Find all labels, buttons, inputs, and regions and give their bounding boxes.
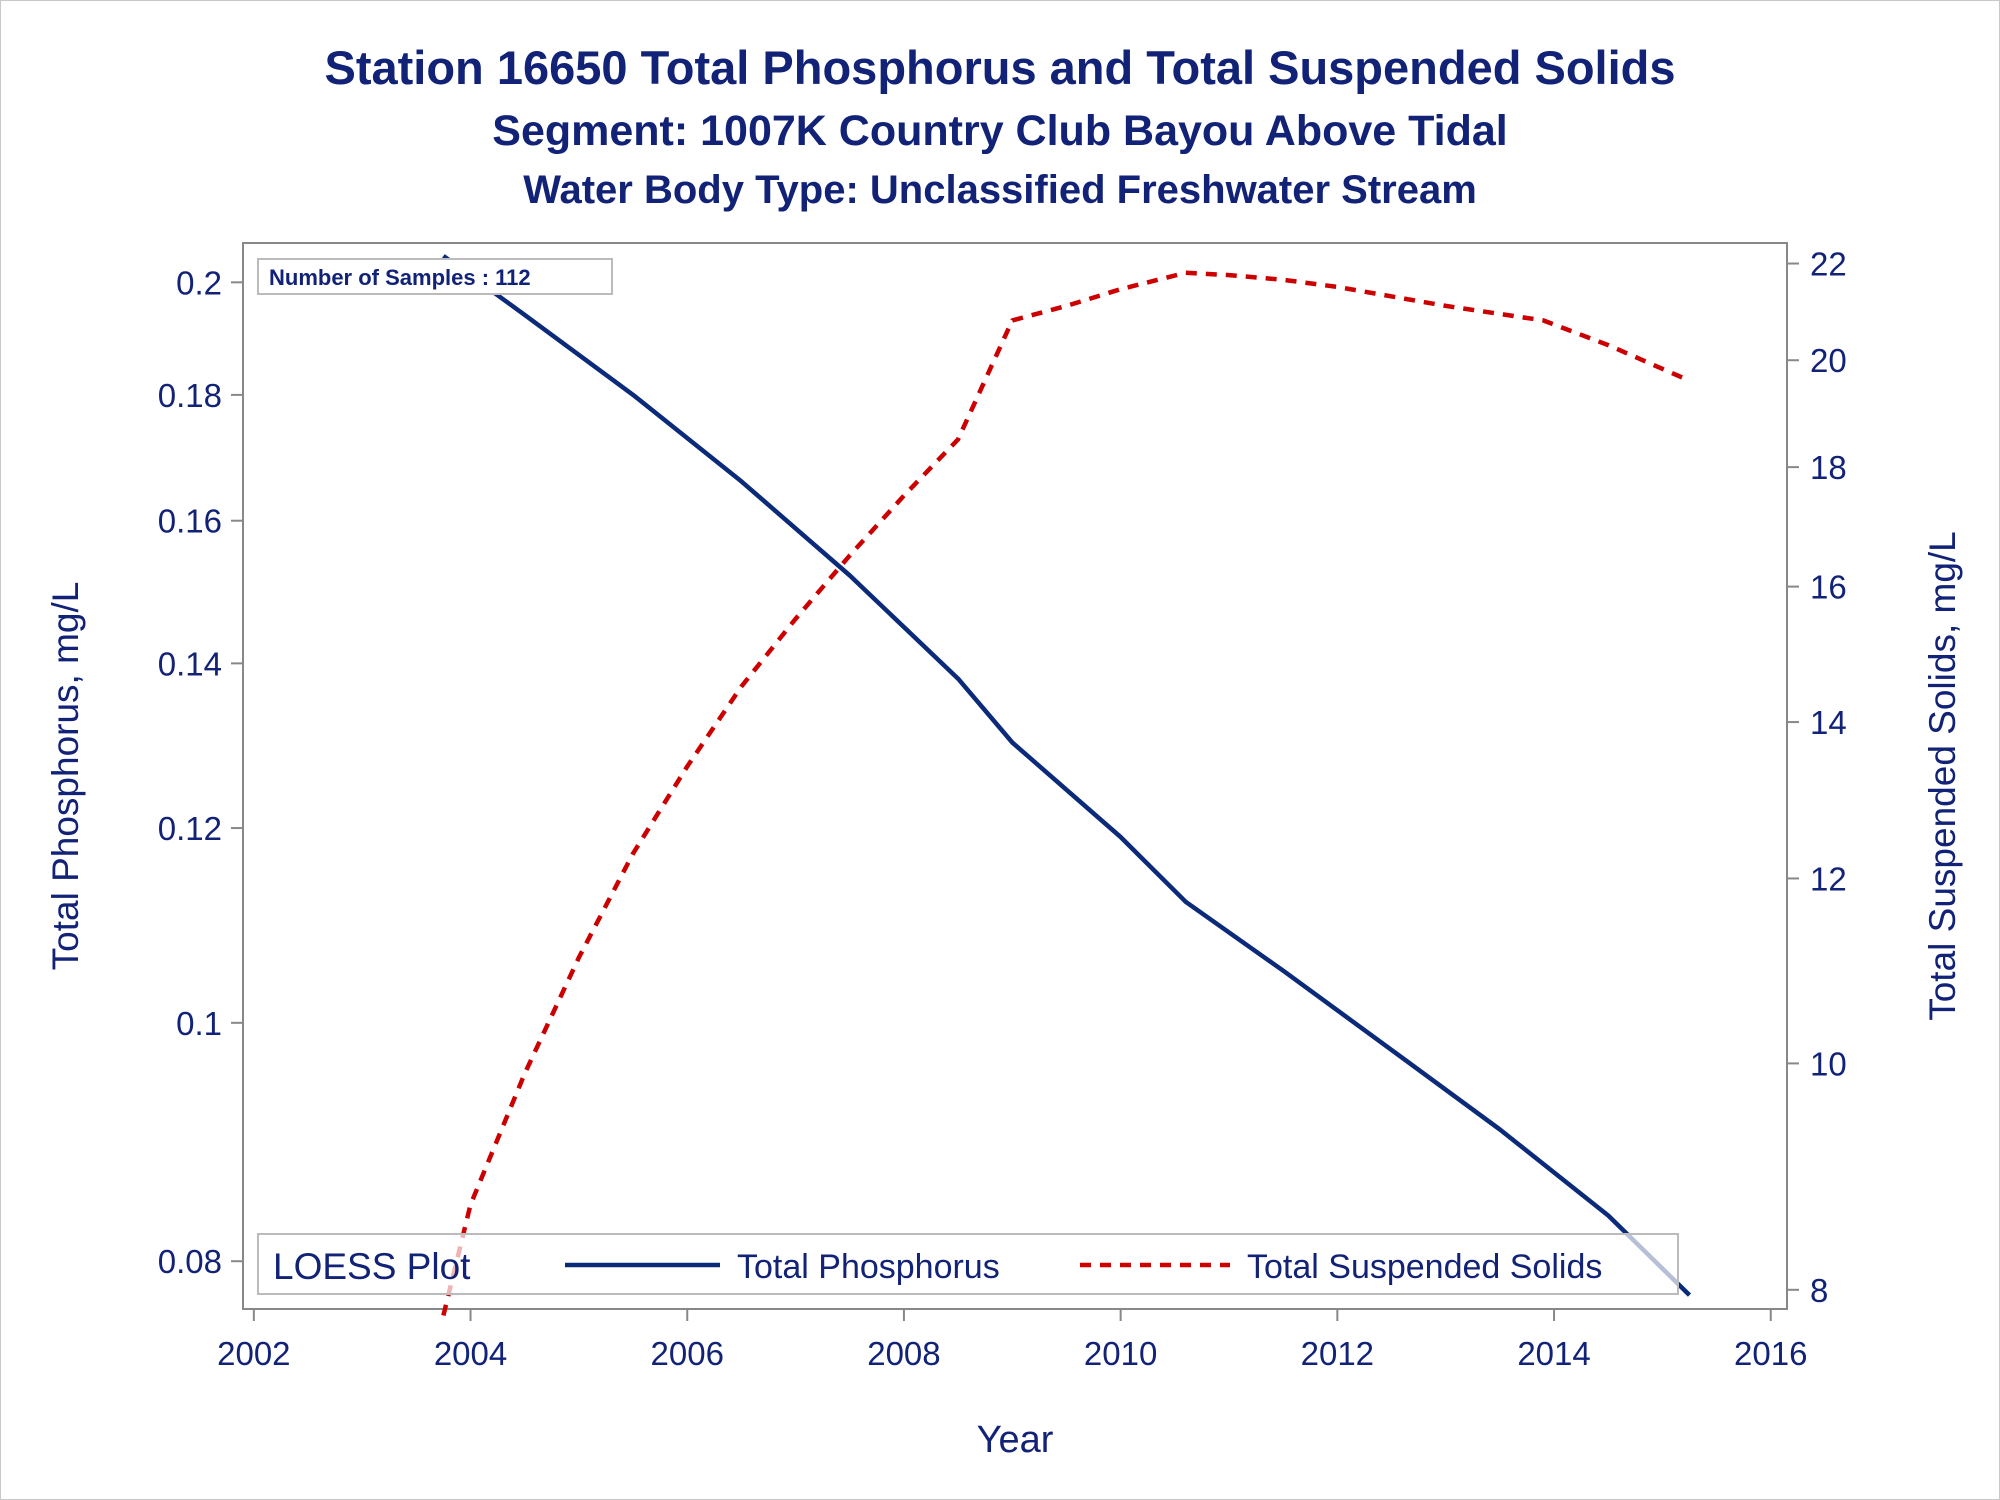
- right-tick-label: 20: [1810, 342, 1847, 379]
- right-tick-label: 18: [1810, 449, 1847, 486]
- right-tick-label: 16: [1810, 569, 1847, 606]
- left-y-axis: 0.08 0.1 0.12 0.14 0.16 0.18 0.2: [158, 264, 243, 1280]
- left-tick-label: 0.1: [176, 1005, 222, 1042]
- x-tick-label: 2004: [434, 1335, 507, 1372]
- x-tick-label: 2016: [1734, 1335, 1807, 1372]
- right-y-axis: 8 10 12 14 16 18 20 22: [1787, 246, 1847, 1309]
- x-axis: 2002 2004 2006 2008 2010 2012 2014 2016: [217, 1309, 1807, 1372]
- legend: LOESS Plot Total Phosphorus Total Suspen…: [257, 1233, 1679, 1295]
- sample-count-label: Number of Samples : 112: [269, 265, 531, 290]
- left-tick-label: 0.12: [158, 810, 222, 847]
- sample-count-inset: Number of Samples : 112: [257, 258, 613, 295]
- legend-title: LOESS Plot: [273, 1246, 471, 1287]
- left-tick-label: 0.18: [158, 377, 222, 414]
- legend-label-phosphorus: Total Phosphorus: [737, 1248, 1000, 1286]
- right-axis-label: Total Suspended Solids, mg/L: [1922, 531, 1963, 1021]
- left-tick-label: 0.14: [158, 645, 222, 682]
- right-tick-label: 10: [1810, 1045, 1847, 1082]
- x-tick-label: 2002: [217, 1335, 290, 1372]
- tss-series-line: [441, 270, 1691, 1317]
- x-tick-label: 2014: [1517, 1335, 1590, 1372]
- right-tick-label: 12: [1810, 860, 1847, 897]
- left-tick-label: 0.2: [176, 264, 222, 301]
- x-tick-label: 2012: [1301, 1335, 1374, 1372]
- x-tick-label: 2008: [867, 1335, 940, 1372]
- chart-subtitle-water-body: Water Body Type: Unclassified Freshwater…: [523, 168, 1477, 212]
- phosphorus-series-line: [442, 254, 1692, 1297]
- left-axis-label: Total Phosphorus, mg/L: [45, 582, 86, 971]
- left-tick-label: 0.16: [158, 503, 222, 540]
- legend-label-tss: Total Suspended Solids: [1247, 1248, 1602, 1286]
- legend-box: [257, 1233, 1679, 1295]
- series-layer: [441, 254, 1692, 1317]
- x-tick-label: 2010: [1084, 1335, 1157, 1372]
- chart-title: Station 16650 Total Phosphorus and Total…: [324, 41, 1676, 94]
- right-tick-label: 22: [1810, 246, 1847, 283]
- sample-count-box: [257, 258, 613, 295]
- chart-subtitle-segment: Segment: 1007K Country Club Bayou Above …: [492, 107, 1508, 155]
- x-axis-label: Year: [977, 1419, 1054, 1461]
- x-tick-label: 2006: [651, 1335, 724, 1372]
- right-tick-label: 8: [1810, 1272, 1828, 1309]
- right-tick-label: 14: [1810, 704, 1847, 741]
- plot-area-frame: [242, 242, 1788, 1310]
- left-tick-label: 0.08: [158, 1243, 222, 1280]
